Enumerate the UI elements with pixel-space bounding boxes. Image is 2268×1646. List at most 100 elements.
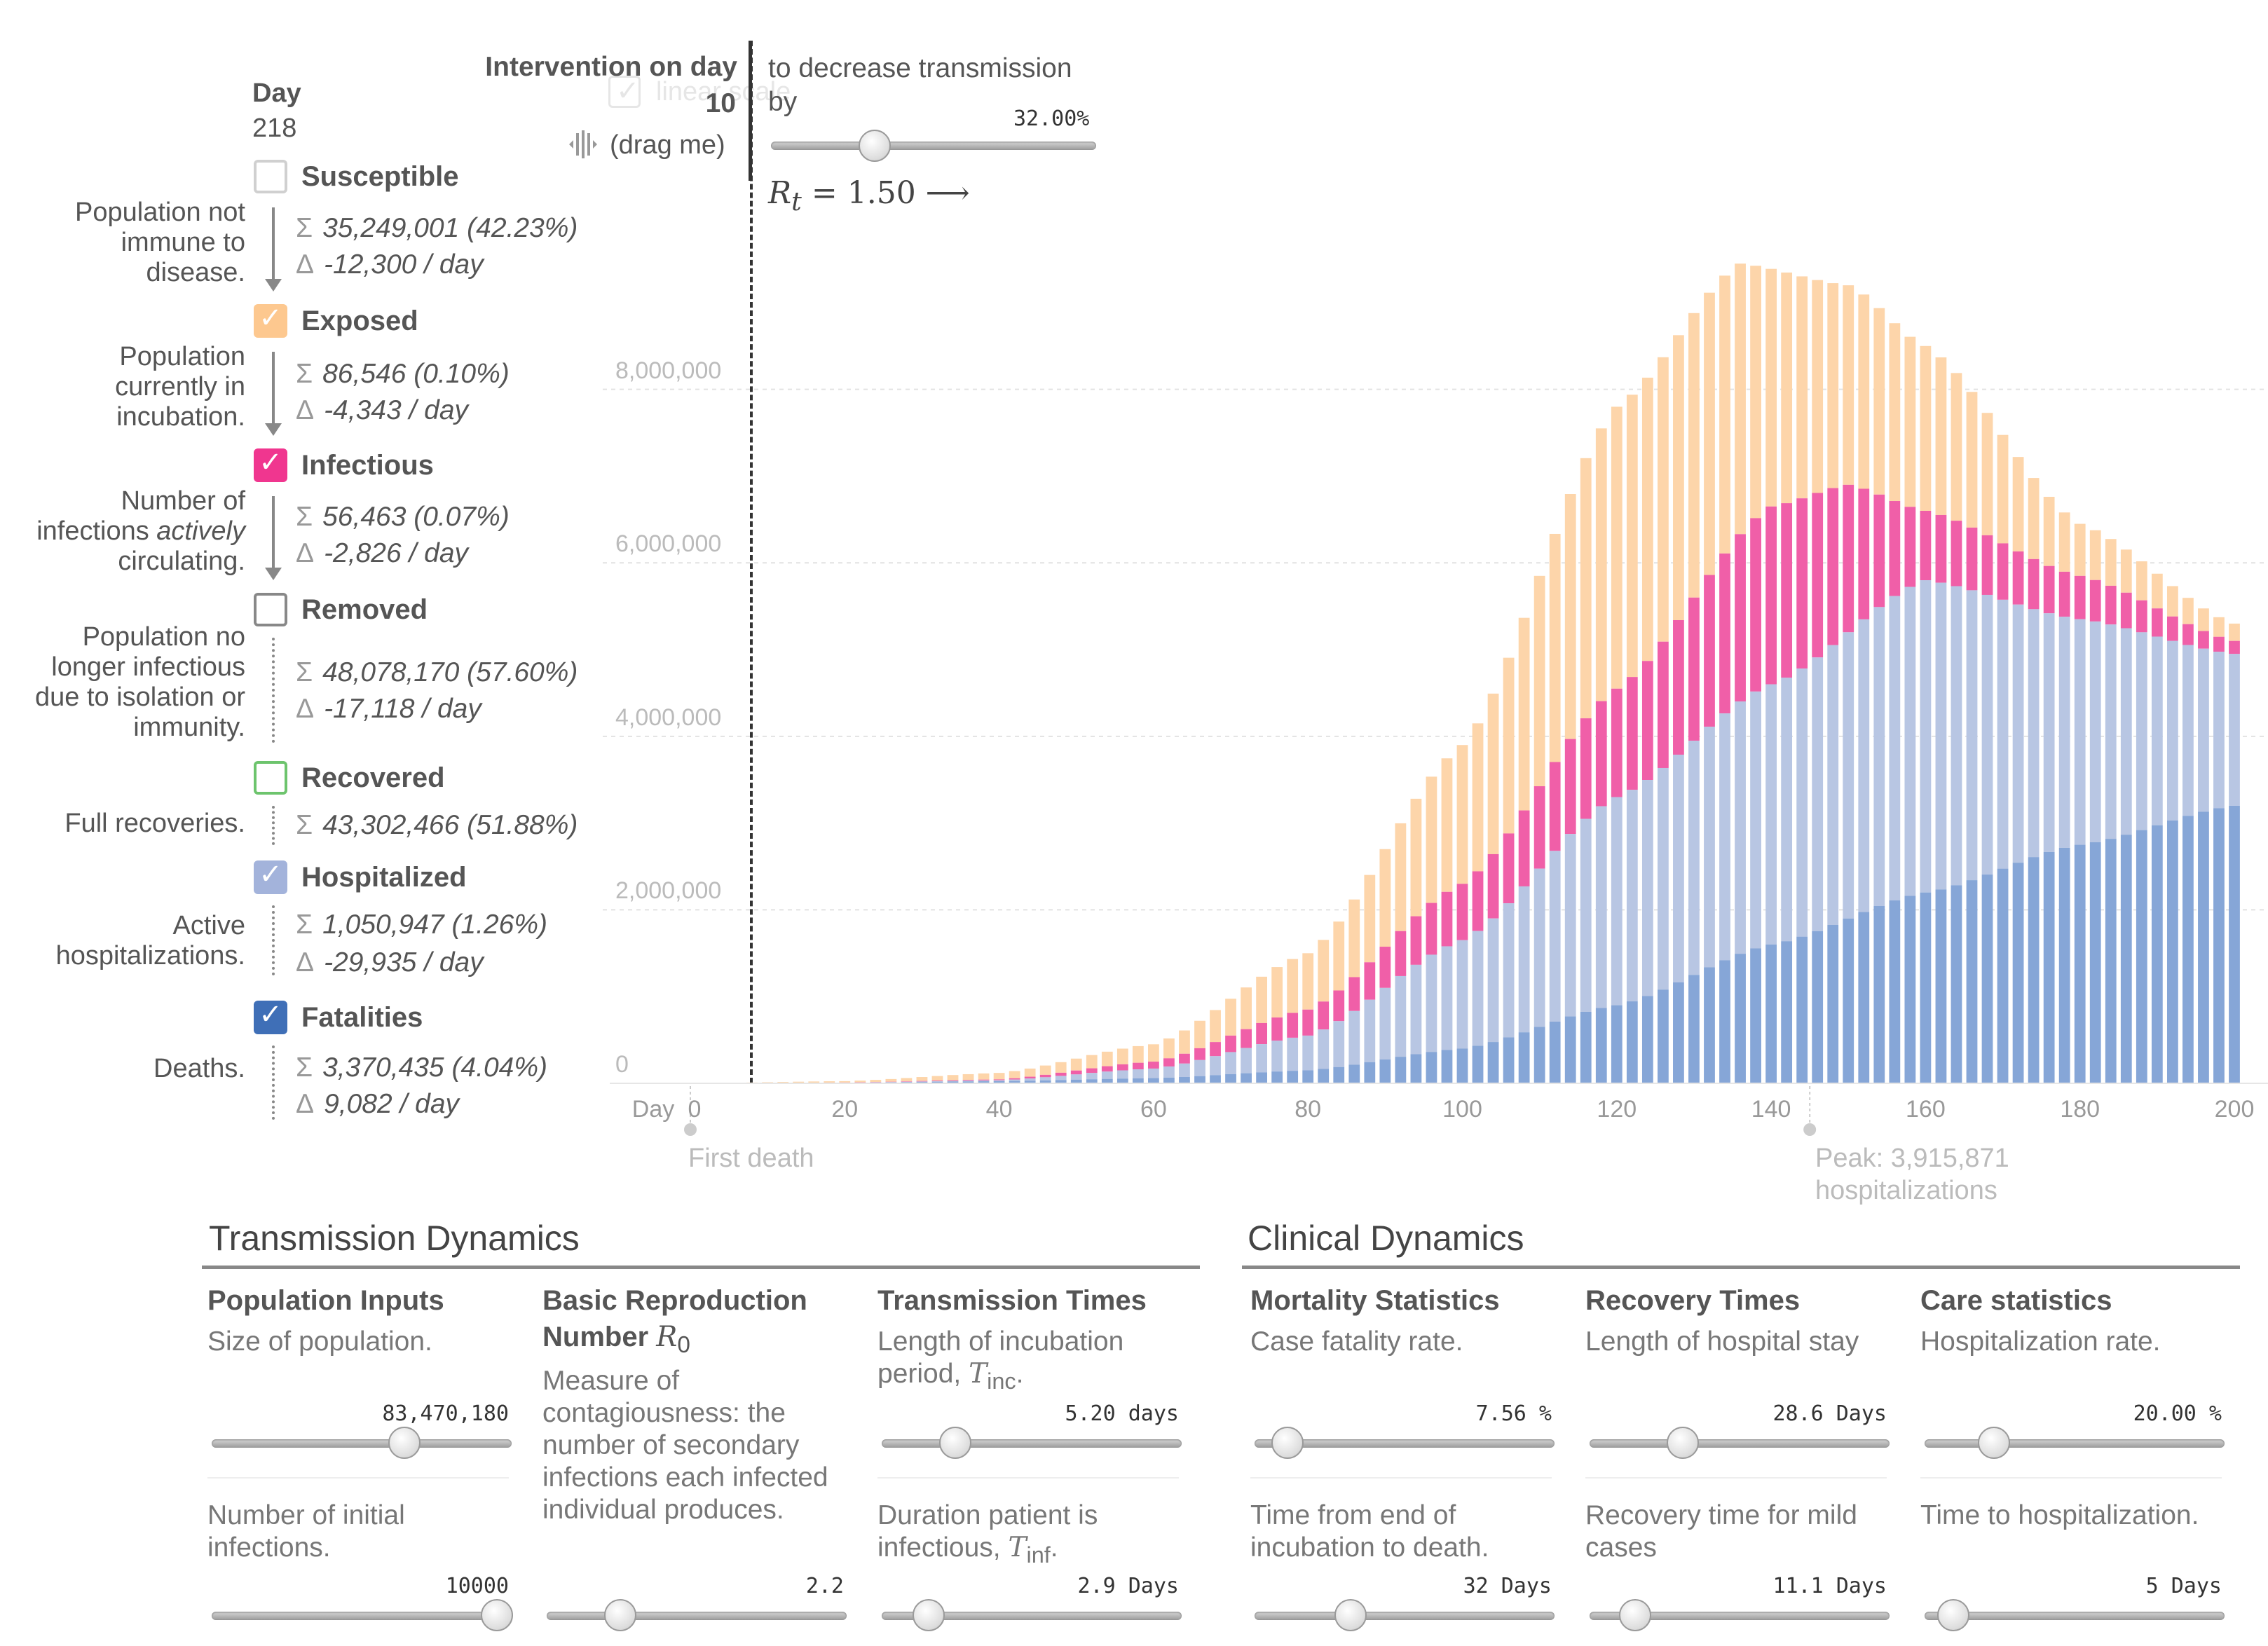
bar-hospitalized <box>1241 1048 1252 1074</box>
decrease-slider-track[interactable] <box>771 142 1096 150</box>
fatalities-checkbox[interactable]: ✓ <box>254 1001 287 1034</box>
r0-slider-track[interactable] <box>547 1612 847 1620</box>
intervention-title: Intervention on day <box>485 52 737 82</box>
y-tick-label: 8,000,000 <box>615 357 722 384</box>
legend-infectious[interactable]: ✓ Infectious <box>254 448 434 482</box>
time-to-hosp-slider-track[interactable] <box>1925 1612 2225 1620</box>
bar-fatalities <box>1225 1074 1236 1083</box>
population-slider-track[interactable] <box>212 1439 512 1448</box>
mild-recovery-slider-thumb[interactable] <box>1619 1599 1651 1631</box>
bar-fatalities <box>2043 851 2055 1083</box>
bar-hospitalized <box>1564 834 1576 1017</box>
bar-hospitalized <box>1302 1035 1314 1071</box>
bar-exposed <box>1704 292 1715 575</box>
bar-fatalities <box>1673 982 1684 1083</box>
bar-hospitalized <box>2213 652 2225 809</box>
infectious-total: Σ 56,463 (0.07%) <box>296 502 510 532</box>
infectious-duration-value: 2.9 Days <box>1077 1574 1180 1598</box>
removed-checkbox[interactable] <box>254 593 287 626</box>
clinical-dynamics-title: Clinical Dynamics <box>1248 1219 1524 1258</box>
incubation-slider-thumb[interactable] <box>939 1427 971 1459</box>
bar-fatalities <box>1641 996 1653 1083</box>
incubation-slider-track[interactable] <box>882 1439 1182 1448</box>
bar-exposed <box>1904 336 1916 507</box>
bar-infectious <box>1410 916 1422 965</box>
bar-hospitalized <box>2166 640 2178 821</box>
initial-infections-slider-track[interactable] <box>212 1612 512 1620</box>
bar-hospitalized <box>2136 632 2147 830</box>
time-to-hosp-slider-thumb[interactable] <box>1937 1599 1969 1631</box>
r0-slider-thumb[interactable] <box>604 1599 636 1631</box>
bar-hospitalized <box>1533 868 1545 1027</box>
legend-fatalities[interactable]: ✓ Fatalities <box>254 1001 423 1034</box>
bar-infectious <box>1179 1053 1190 1064</box>
bar-infectious <box>1781 503 1793 678</box>
bar-fatalities <box>1179 1076 1190 1083</box>
hosp-rate-slider-thumb[interactable] <box>1978 1427 2010 1459</box>
decrease-slider-thumb[interactable] <box>859 130 892 162</box>
bar-exposed <box>1889 323 1901 502</box>
bar-exposed <box>1426 776 1437 903</box>
population-slider-thumb[interactable] <box>388 1427 421 1459</box>
bar-exposed <box>2151 573 2163 609</box>
bar-fatalities <box>2074 844 2086 1083</box>
bar-exposed <box>2166 586 2178 617</box>
exposed-checkbox[interactable]: ✓ <box>254 304 287 338</box>
bar-fatalities <box>1055 1080 1067 1083</box>
infectious-duration-slider-track[interactable] <box>882 1612 1182 1620</box>
bar-infectious <box>1765 506 1777 685</box>
hospital-stay-slider-thumb[interactable] <box>1667 1427 1699 1459</box>
x-tick-label: 120 <box>1597 1096 1637 1123</box>
time-to-death-slider-thumb[interactable] <box>1334 1599 1367 1631</box>
bar-fatalities <box>1719 960 1730 1083</box>
mild-recovery-slider-track[interactable] <box>1590 1612 1890 1620</box>
bar-fatalities <box>1039 1080 1051 1083</box>
bar-fatalities <box>1904 896 1916 1083</box>
drag-handle-icon[interactable] <box>568 128 599 161</box>
bar-exposed <box>1549 533 1561 762</box>
intervention-line[interactable] <box>750 41 753 1083</box>
bar-hospitalized <box>1070 1074 1082 1080</box>
infectious-duration-slider-thumb[interactable] <box>913 1599 945 1631</box>
fatalities-total: Σ 3,370,435 (4.04%) <box>296 1052 548 1083</box>
legend-exposed[interactable]: ✓ Exposed <box>254 304 418 338</box>
bar-hospitalized <box>1781 678 1793 942</box>
linear-scale-checkbox[interactable] <box>608 75 641 108</box>
bar-exposed <box>2120 549 2132 593</box>
bar-exposed <box>993 1073 1005 1080</box>
bar-infectious <box>1827 488 1839 645</box>
bar-infectious <box>2151 608 2163 637</box>
time-to-death-slider-track[interactable] <box>1255 1612 1555 1620</box>
bar-fatalities <box>1163 1077 1175 1083</box>
bar-infectious <box>1796 498 1808 668</box>
legend-recovered[interactable]: Recovered <box>254 761 445 795</box>
legend-susceptible[interactable]: Susceptible <box>254 160 459 193</box>
recovered-checkbox[interactable] <box>254 761 287 795</box>
cfr-slider-track[interactable] <box>1255 1439 1555 1448</box>
bar-infectious <box>1935 514 1947 583</box>
initial-infections-slider-thumb[interactable] <box>481 1599 513 1631</box>
bar-exposed <box>1981 413 1993 535</box>
bar-fatalities <box>1781 941 1793 1083</box>
hospitalized-checkbox[interactable]: ✓ <box>254 860 287 894</box>
recovery-times-heading: Recovery Times <box>1585 1285 1801 1316</box>
legend-removed[interactable]: Removed <box>254 593 428 626</box>
infectious-checkbox[interactable]: ✓ <box>254 448 287 482</box>
bar-exposed <box>1116 1048 1128 1064</box>
bar-fatalities <box>1472 1045 1484 1083</box>
hospital-stay-slider-track[interactable] <box>1590 1439 1890 1448</box>
bar-exposed <box>793 1081 805 1083</box>
exposed-delta: Δ -4,343 / day <box>296 395 469 425</box>
time-to-hosp-value: 5 Days <box>2145 1574 2222 1598</box>
bar-exposed <box>1487 693 1499 854</box>
susceptible-checkbox[interactable] <box>254 160 287 193</box>
bar-infectious <box>1595 701 1607 807</box>
legend-hospitalized[interactable]: ✓ Hospitalized <box>254 860 467 894</box>
bar-hospitalized <box>1858 619 1870 912</box>
bar-hospitalized <box>1086 1073 1098 1080</box>
cfr-slider-thumb[interactable] <box>1271 1427 1304 1459</box>
bar-exposed <box>2136 561 2147 601</box>
hosp-rate-slider-track[interactable] <box>1925 1439 2225 1448</box>
bar-infectious <box>2182 624 2194 645</box>
bar-hospitalized <box>1364 999 1376 1062</box>
